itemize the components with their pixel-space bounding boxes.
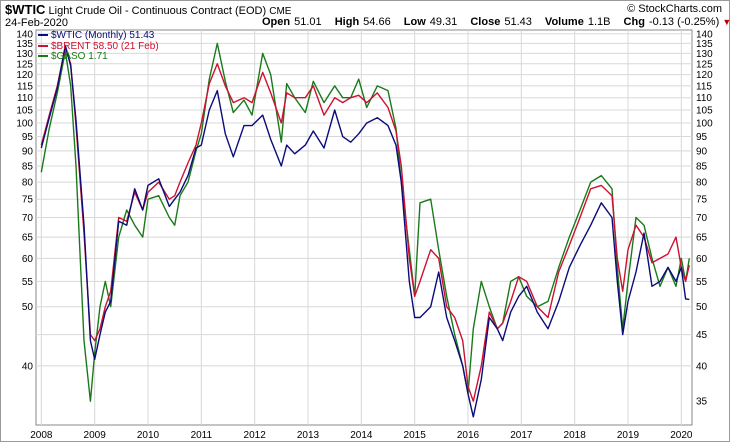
open-label: Open	[262, 16, 291, 28]
x-tick-label: 2019	[617, 430, 640, 441]
legend-label-gaso: $GASO 1.71	[51, 51, 108, 62]
legend-swatch	[38, 44, 48, 47]
x-tick-label: 2018	[564, 430, 587, 441]
x-tick-label: 2016	[457, 430, 480, 441]
x-tick-label: 2015	[404, 430, 427, 441]
x-tick-label: 2020	[670, 430, 693, 441]
y-tick-label-left: 95	[22, 132, 34, 143]
y-tick-label-right: 65	[696, 233, 708, 244]
x-tick-label: 2010	[137, 430, 160, 441]
volume-label: Volume	[544, 16, 584, 28]
description-label: Light Crude Oil - Continuous Contract (E…	[48, 5, 267, 17]
x-tick-label: 2011	[191, 430, 213, 441]
y-tick-label-left: 40	[22, 361, 34, 372]
y-tick-label-left: 110	[17, 93, 33, 104]
x-tick-label: 2017	[510, 430, 533, 441]
open-value: 51.01	[294, 16, 322, 28]
y-tick-label-right: 50	[696, 302, 708, 313]
y-tick-label-left: 85	[22, 162, 34, 173]
y-tick-label-right: 110	[696, 93, 712, 104]
high-label: High	[334, 16, 360, 28]
legend-label-brent: $BRENT 58.50 (21 Feb)	[51, 40, 159, 52]
y-tick-label-left: 120	[16, 70, 33, 81]
y-tick-label-right: 100	[696, 118, 713, 129]
y-tick-label-right: 95	[696, 132, 708, 143]
legend-swatch	[38, 55, 48, 58]
series-line-2	[40, 42, 690, 402]
chart-title: $WTIC Light Crude Oil - Continuous Contr…	[5, 2, 291, 17]
y-tick-label-left: 75	[22, 195, 34, 206]
down-arrow-icon: ▼	[722, 17, 730, 27]
x-tick-label: 2008	[30, 430, 53, 441]
legend-label-wtic: $WTIC (Monthly) 51.43	[51, 30, 155, 41]
x-tick-label: 2014	[350, 430, 373, 441]
y-tick-label-right: 45	[696, 330, 708, 341]
y-tick-label-right: 90	[696, 146, 708, 157]
x-tick-label: 2013	[297, 430, 320, 441]
y-tick-label-left: 60	[22, 254, 34, 265]
y-tick-label-left: 65	[22, 233, 34, 244]
y-tick-label-left: 130	[16, 49, 33, 60]
y-tick-label-right: 135	[696, 39, 713, 50]
legend-swatch	[38, 34, 48, 37]
y-tick-label-right: 120	[696, 70, 713, 81]
y-tick-label-right: 75	[696, 195, 708, 206]
y-tick-label-right: 35	[696, 397, 708, 408]
chg-value: -0.13 (-0.25%)	[648, 16, 720, 28]
y-tick-label-right: 70	[696, 213, 708, 224]
y-tick-label-left: 135	[16, 39, 33, 50]
series-line-0	[40, 44, 690, 418]
y-tick-label-left: 105	[16, 106, 33, 117]
low-value: 49.31	[429, 16, 458, 28]
legend-item-gaso: $GASO 1.71	[38, 51, 159, 63]
volume-value: 1.1B	[587, 16, 611, 28]
symbol-label: $WTIC	[5, 2, 46, 17]
close-value: 51.43	[504, 16, 532, 28]
y-tick-label-left: 90	[22, 146, 34, 157]
high-value: 54.66	[363, 16, 391, 28]
x-tick-label: 2009	[84, 430, 107, 441]
x-tick-label: 2012	[244, 430, 267, 441]
y-tick-label-right: 85	[696, 162, 708, 173]
y-tick-label-left: 70	[22, 213, 34, 224]
chg-label: Chg	[623, 16, 645, 28]
y-tick-label-right: 115	[696, 81, 712, 92]
y-tick-label-right: 60	[696, 254, 708, 265]
legend: $WTIC (Monthly) 51.43 $BRENT 58.50 (21 F…	[38, 30, 159, 63]
y-tick-label-right: 55	[696, 277, 708, 288]
y-tick-label-right: 80	[696, 178, 708, 189]
y-tick-label-left: 100	[16, 118, 33, 129]
date-label: 24-Feb-2020	[5, 17, 68, 29]
legend-item-wtic: $WTIC (Monthly) 51.43	[38, 30, 159, 42]
y-tick-label-right: 105	[696, 106, 713, 117]
y-tick-label-left: 80	[22, 178, 34, 189]
legend-item-brent: $BRENT 58.50 (21 Feb)	[38, 40, 159, 53]
y-tick-label-left: 115	[17, 81, 33, 92]
y-tick-label-right: 125	[696, 59, 713, 70]
price-stats: Open 51.01 High 54.66 Low 49.31 Close 51.43 …	[262, 16, 730, 28]
close-label: Close	[470, 16, 501, 28]
y-tick-label-right: 40	[696, 361, 708, 372]
low-label: Low	[403, 16, 426, 28]
y-tick-label-right: 140	[696, 29, 713, 40]
y-tick-label-left: 55	[22, 277, 34, 288]
y-tick-label-right: 130	[696, 49, 713, 60]
brand-label: © StockCharts.com	[627, 3, 722, 15]
y-tick-label-left: 125	[16, 59, 33, 70]
y-tick-label-left: 50	[22, 302, 34, 313]
exchange-label: CME	[269, 6, 292, 17]
y-tick-label-left: 140	[16, 29, 33, 40]
